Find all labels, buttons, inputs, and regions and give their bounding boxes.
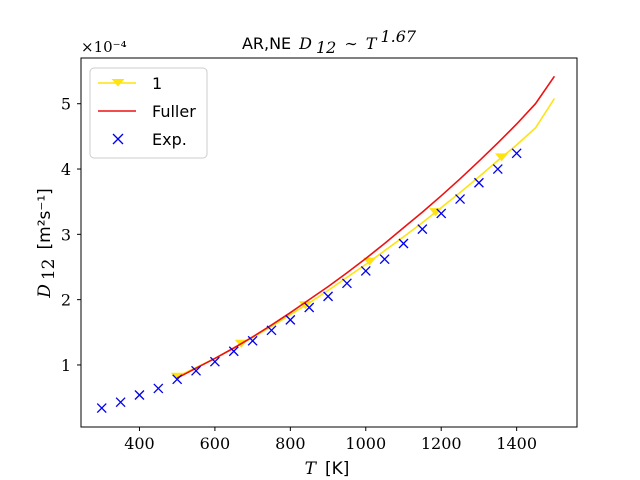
legend-swatch-1-marker (111, 79, 125, 87)
x-mark-stroke (96, 403, 107, 414)
x-tick-label: 400 (124, 434, 155, 453)
data-point-exp (134, 390, 145, 400)
x-mark-stroke (191, 365, 202, 376)
data-point-exp (115, 397, 126, 408)
y-tick-label: 5 (61, 95, 71, 114)
legend-label-1: 1 (152, 74, 162, 93)
legend: 1 Fuller Exp. (89, 67, 208, 159)
legend-swatch-exp (112, 133, 124, 145)
y-axis-unit: [m²s⁻¹] (35, 188, 55, 249)
x-tick-label: 600 (200, 434, 231, 453)
title-T: T (366, 34, 378, 53)
x-mark-stroke (285, 314, 296, 325)
x-tick-label: 1200 (421, 434, 462, 453)
title-sub: 12 (316, 38, 336, 57)
legend-label-fuller: Fuller (152, 102, 196, 121)
svg-text:D 12 [m²s⁻¹]: D 12 [m²s⁻¹] (35, 188, 59, 299)
data-point-exp (341, 278, 352, 289)
x-mark-stroke (341, 278, 352, 289)
x-mark-stroke (511, 148, 522, 159)
legend-label-exp: Exp. (152, 130, 187, 149)
data-point-exp (304, 302, 315, 313)
series-marker-triangle (298, 301, 312, 310)
axis-ticks: 400 600 800 1000 1200 1400 1 2 3 4 5 (61, 95, 537, 453)
x-mark-stroke (115, 397, 126, 408)
x-mark-stroke (304, 302, 315, 313)
x-tick-label: 1000 (345, 434, 386, 453)
data-point-exp (96, 403, 107, 414)
x-mark-stroke (134, 390, 145, 400)
x-mark-stroke (436, 208, 447, 219)
data-point-exp (228, 346, 239, 357)
title-D: D (298, 34, 312, 53)
data-point-exp (360, 265, 371, 276)
x-mark-stroke (228, 346, 239, 357)
x-mark-stroke (266, 325, 277, 336)
data-point-exp (455, 194, 466, 205)
y-tick-label: 2 (61, 291, 71, 310)
x-mark-stroke (417, 224, 428, 235)
title-prefix: AR,NE (242, 34, 291, 53)
series-layer (96, 75, 556, 414)
data-point-exp (492, 164, 503, 174)
x-tick-label: 800 (275, 434, 306, 453)
data-point-exp (172, 374, 183, 385)
y-axis-label: D 12 [m²s⁻¹] (35, 188, 59, 299)
legend-box (89, 67, 208, 159)
x-mark-stroke (209, 356, 220, 367)
data-point-exp (323, 291, 334, 302)
y-tick-label: 4 (61, 160, 71, 179)
data-point-exp (511, 148, 522, 159)
data-point-exp (247, 335, 258, 346)
data-point-exp (153, 383, 164, 394)
x-mark-stroke (172, 374, 183, 385)
series-line-fuller (176, 75, 556, 379)
data-point-exp (191, 365, 202, 376)
x-mark-stroke (247, 335, 258, 346)
data-point-exp (417, 224, 428, 235)
data-point-exp (398, 238, 409, 249)
chart-title: AR,NE D 12 ∼ T 1.67 (242, 27, 417, 57)
x-mark-stroke (360, 265, 371, 276)
x-mark-stroke (473, 177, 484, 188)
x-tick-label: 1400 (496, 434, 537, 453)
data-point-exp (209, 356, 220, 367)
x-mark-stroke (398, 238, 409, 249)
data-point-exp (285, 314, 296, 325)
y-tick-label: 1 (61, 356, 71, 375)
series-marker-triangle (429, 208, 443, 217)
series-marker-triangle (495, 153, 509, 162)
y-axis-sub: 12 (39, 259, 59, 281)
data-point-exp (473, 177, 484, 188)
x-axis-unit: [K] (325, 459, 349, 479)
series-marker-triangle (170, 372, 184, 381)
data-point-exp (436, 208, 447, 219)
y-offset-label: ×10⁻⁴ (81, 38, 127, 56)
y-tick-label: 3 (61, 225, 71, 244)
data-point-exp (266, 325, 277, 336)
title-exp: 1.67 (380, 27, 416, 46)
title-tilde: ∼ (344, 34, 357, 53)
x-axis-var: T (305, 459, 318, 479)
x-mark-stroke (455, 194, 466, 205)
x-axis-label: T [K] (305, 459, 350, 479)
y-axis-var: D (35, 284, 55, 299)
x-mark-stroke (153, 383, 164, 394)
data-point-exp (379, 254, 390, 265)
x-mark-stroke (323, 291, 334, 302)
x-mark-stroke (492, 164, 503, 174)
series-marker-triangle (363, 257, 377, 266)
plot-frame (80, 57, 578, 428)
x-mark-stroke (379, 254, 390, 265)
